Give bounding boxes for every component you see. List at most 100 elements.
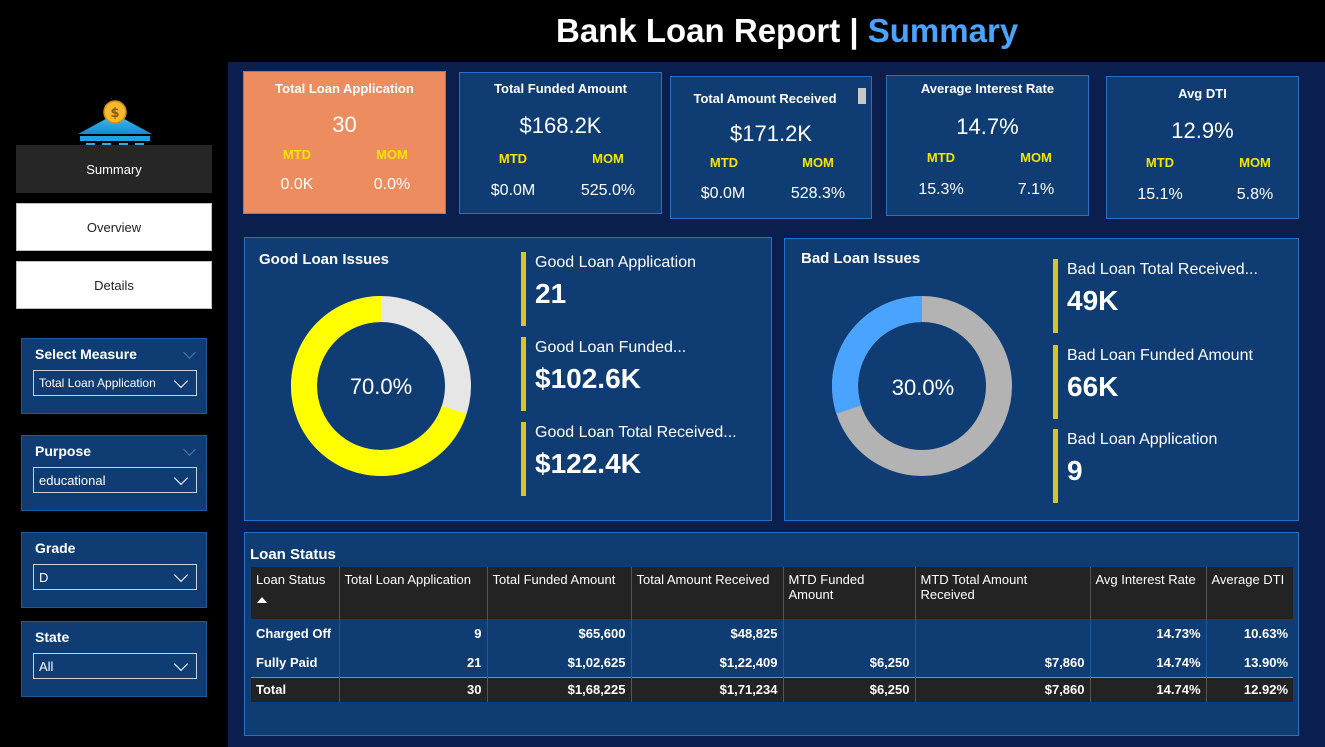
kpi-mom-label: MOM: [1020, 150, 1052, 165]
kpi-mom-value: 5.8%: [1236, 186, 1274, 203]
kpi-total-amount-received[interactable]: Total Amount Received $171.2K MTD MOM $0…: [670, 76, 872, 219]
table-cell: $48,825: [631, 619, 784, 648]
stat-label: Good Loan Total Received...: [535, 424, 737, 441]
column-header[interactable]: MTD Funded Amount: [783, 567, 916, 619]
slicer-title: Grade: [35, 540, 76, 556]
table-cell: $1,71,234: [631, 676, 784, 702]
grade-dropdown[interactable]: D: [33, 564, 197, 590]
table-cell: [915, 619, 1091, 648]
column-header[interactable]: Total Funded Amount: [487, 567, 632, 619]
donut-share[interactable]: [291, 296, 471, 476]
kpi-value: 14.7%: [956, 114, 1019, 139]
dropdown-value: All: [39, 658, 54, 674]
purpose-dropdown[interactable]: educational: [33, 467, 197, 493]
stat-label: Bad Loan Application: [1067, 431, 1218, 448]
table-cell: 14.73%: [1090, 619, 1207, 648]
column-header-loan-status[interactable]: Loan Status: [251, 567, 340, 619]
nav-details-button[interactable]: Details: [16, 261, 212, 309]
table-cell: 9: [339, 619, 488, 648]
kpi-mom-value: 7.1%: [1017, 181, 1055, 198]
title-accent: Summary: [867, 12, 1019, 49]
nav-overview-button[interactable]: Overview: [16, 203, 212, 251]
sort-ascending-icon[interactable]: [257, 597, 267, 603]
kpi-mom-label: MOM: [592, 151, 624, 166]
table-cell: Charged Off: [251, 619, 340, 648]
kpi-title: Total Amount Received: [693, 91, 837, 106]
table-cell: Fully Paid: [251, 648, 340, 677]
table-row[interactable]: Fully Paid 21 $1,02,625 $1,22,409 $6,250…: [251, 648, 1293, 677]
bad-loan-funded-stat: Bad Loan Funded Amount 66K: [1053, 345, 1253, 419]
table-cell: 14.74%: [1090, 676, 1207, 702]
donut-center-label: 30.0%: [891, 375, 955, 400]
kpi-total-loan-application[interactable]: Total Loan Application 30 MTD MOM 0.0K 0…: [243, 71, 446, 214]
kpi-value: 12.9%: [1171, 118, 1234, 143]
bad-loan-received-stat: Bad Loan Total Received... 49K: [1053, 259, 1258, 333]
kpi-avg-dti[interactable]: Avg DTI 12.9% MTD MOM 15.1% 5.8%: [1106, 76, 1299, 219]
good-loan-donut[interactable]: [290, 295, 472, 477]
table-row[interactable]: Charged Off 9 $65,600 $48,825 14.73% 10.…: [251, 619, 1293, 648]
chevron-down-icon: [173, 373, 189, 389]
column-header[interactable]: Total Amount Received: [631, 567, 784, 619]
stat-label: Good Loan Funded...: [535, 339, 687, 356]
table-cell: $6,250: [783, 648, 916, 677]
bad-loan-donut[interactable]: [831, 295, 1013, 477]
column-header-label: Loan Status: [256, 572, 326, 587]
kpi-mtd-value: 0.0K: [280, 176, 314, 193]
kpi-mtd-value: 15.1%: [1137, 186, 1183, 203]
table-total-row: Total 30 $1,68,225 $1,71,234 $6,250 $7,8…: [251, 676, 1293, 702]
kpi-title: Average Interest Rate: [920, 81, 1055, 96]
dropdown-value: educational: [39, 472, 106, 488]
column-header[interactable]: Average DTI: [1206, 567, 1293, 619]
kpi-title: Total Funded Amount: [494, 81, 627, 96]
kpi-mtd-value: 15.3%: [918, 181, 964, 198]
kpi-mtd-value: $0.0M: [490, 182, 536, 199]
good-loan-received-stat: Good Loan Total Received... $122.4K: [521, 422, 737, 496]
slicer-state: State All: [21, 621, 207, 697]
table-cell: 14.74%: [1090, 648, 1207, 677]
stat-label: Good Loan Application: [535, 254, 697, 271]
chevron-down-icon[interactable]: [183, 443, 196, 456]
stat-value: 49K: [1067, 285, 1119, 316]
slicer-title: Select Measure: [35, 346, 137, 362]
column-header[interactable]: MTD Total Amount Received: [915, 567, 1091, 619]
stat-value: 66K: [1067, 371, 1119, 402]
chevron-down-icon[interactable]: [183, 346, 196, 359]
page-title: Bank Loan Report | Summary: [556, 12, 1018, 50]
kpi-mtd-label: MTD: [1145, 155, 1175, 170]
column-header[interactable]: Avg Interest Rate: [1090, 567, 1207, 619]
slicer-title: State: [35, 629, 70, 645]
kpi-title: Total Loan Application: [275, 81, 414, 96]
select-measure-dropdown[interactable]: Total Loan Application: [33, 370, 197, 396]
svg-text:$: $: [110, 106, 119, 121]
panel-title: Bad Loan Issues: [801, 250, 921, 267]
loan-status-table: Loan Status Total Loan Application Total…: [251, 567, 1293, 702]
kpi-mom-label: MOM: [1239, 155, 1271, 170]
bad-loan-application-stat: Bad Loan Application 9: [1053, 429, 1217, 503]
stat-value: 21: [535, 278, 567, 309]
good-loan-funded-stat: Good Loan Funded... $102.6K: [521, 337, 686, 411]
kpi-mom-value: 525.0%: [580, 182, 636, 199]
kpi-mom-label: MOM: [376, 147, 408, 162]
state-dropdown[interactable]: All: [33, 653, 197, 679]
column-header[interactable]: Total Loan Application: [339, 567, 488, 619]
table-cell: $1,02,625: [487, 648, 632, 677]
kpi-mtd-label: MTD: [709, 155, 739, 170]
slicer-purpose: Purpose educational: [21, 435, 207, 511]
kpi-total-funded-amount[interactable]: Total Funded Amount $168.2K MTD MOM $0.0…: [459, 72, 662, 214]
table-cell: 12.92%: [1206, 676, 1293, 702]
dropdown-value: D: [39, 569, 49, 585]
slicer-title: Purpose: [35, 443, 92, 459]
stat-label: Bad Loan Funded Amount: [1067, 347, 1253, 364]
table-cell: $65,600: [487, 619, 632, 648]
nav-summary-button[interactable]: Summary: [16, 145, 212, 193]
table-cell: $7,860: [915, 648, 1091, 677]
kpi-average-interest-rate[interactable]: Average Interest Rate 14.7% MTD MOM 15.3…: [886, 75, 1089, 216]
chevron-down-icon: [173, 656, 189, 672]
slicer-select-measure: Select Measure Total Loan Application: [21, 338, 207, 414]
kpi-mom-label: MOM: [802, 155, 834, 170]
slicer-grade: Grade D: [21, 532, 207, 608]
stat-value: $102.6K: [535, 363, 641, 394]
donut-share[interactable]: [832, 296, 1012, 476]
focus-mode-icon[interactable]: [858, 88, 866, 104]
bad-loan-panel: Bad Loan Issues 30.0% Bad Loan Total Rec…: [784, 238, 1299, 521]
